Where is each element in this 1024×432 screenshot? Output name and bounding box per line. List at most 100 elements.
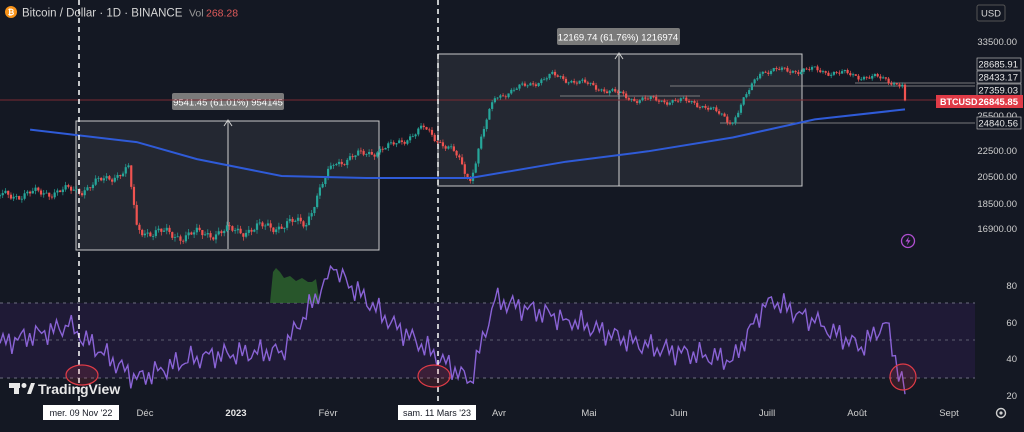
candle-body bbox=[890, 83, 893, 85]
candle-body bbox=[261, 222, 264, 227]
candle-body bbox=[203, 234, 207, 236]
candle-body bbox=[843, 70, 846, 72]
candle-body bbox=[600, 89, 603, 91]
candle-body bbox=[857, 75, 860, 80]
candle-body bbox=[157, 228, 160, 231]
settings-gear-icon[interactable] bbox=[995, 407, 1007, 419]
candle-body bbox=[824, 71, 827, 73]
candle-body bbox=[707, 107, 710, 110]
candle-body bbox=[108, 176, 111, 180]
candle-body bbox=[288, 218, 291, 222]
candle-body bbox=[493, 98, 496, 103]
candle-body bbox=[326, 168, 330, 178]
measure-box-2[interactable] bbox=[437, 53, 803, 187]
candle-body bbox=[523, 83, 527, 86]
candle-body bbox=[797, 72, 800, 75]
candle-body bbox=[15, 196, 18, 197]
candle-body bbox=[321, 184, 324, 188]
month-label-juin: Juin bbox=[670, 408, 687, 419]
measure-label-2: 12169.74 (61.76%) 1216974 bbox=[558, 33, 678, 44]
candle-body bbox=[173, 237, 177, 238]
candle-body bbox=[75, 188, 78, 190]
last-price-symbol: BTCUSD bbox=[940, 97, 978, 107]
candle-body bbox=[4, 190, 7, 194]
candle-body bbox=[384, 148, 387, 150]
candle-body bbox=[113, 177, 116, 182]
candle-body bbox=[622, 91, 625, 94]
candle-body bbox=[231, 226, 234, 231]
candle-body bbox=[758, 73, 762, 79]
candle-body bbox=[589, 82, 592, 84]
month-label-aout: Août bbox=[847, 408, 867, 419]
month-label-mai: Mai bbox=[581, 408, 596, 419]
candle-body bbox=[318, 187, 321, 196]
candle-body bbox=[767, 72, 770, 74]
candle-body bbox=[179, 236, 182, 241]
candle-body bbox=[786, 67, 789, 72]
alert-lightning-icon[interactable] bbox=[900, 233, 916, 249]
candle-body bbox=[370, 151, 373, 155]
candle-body bbox=[244, 232, 248, 237]
candle-body bbox=[428, 129, 431, 131]
candle-body bbox=[586, 82, 589, 84]
candle-body bbox=[441, 142, 445, 147]
symbol-title[interactable]: Bitcoin / Dollar · 1D · BINANCE bbox=[22, 8, 183, 20]
candle-body bbox=[296, 217, 300, 221]
candle-body bbox=[676, 100, 680, 102]
candle-body bbox=[693, 101, 696, 103]
candle-body bbox=[124, 167, 127, 174]
candle-body bbox=[335, 164, 338, 166]
currency-button-label: USD bbox=[981, 9, 1001, 20]
candle-body bbox=[223, 230, 226, 234]
price-label-28433: 28433.17 bbox=[978, 73, 1018, 84]
candle-body bbox=[430, 129, 434, 135]
month-label-sept: Sept bbox=[939, 408, 959, 419]
candle-body bbox=[641, 97, 644, 101]
rsi-tick-60: 60 bbox=[1006, 318, 1017, 329]
candle-body bbox=[821, 71, 825, 73]
candle-body bbox=[764, 71, 767, 73]
candle-body bbox=[761, 71, 764, 74]
candle-body bbox=[780, 67, 784, 70]
candle-body bbox=[674, 99, 677, 101]
candle-body bbox=[368, 151, 371, 155]
candle-body bbox=[316, 195, 319, 208]
logo-slash bbox=[27, 383, 35, 394]
candle-body bbox=[31, 190, 34, 194]
candle-body bbox=[488, 108, 491, 120]
candle-body bbox=[873, 74, 877, 77]
candle-body bbox=[20, 198, 23, 200]
candle-body bbox=[625, 93, 628, 99]
volume-label: Vol bbox=[189, 8, 204, 20]
candle-body bbox=[59, 190, 62, 193]
lightning-glyph bbox=[905, 236, 911, 246]
volume-value: 268.28 bbox=[206, 8, 238, 20]
candle-body bbox=[745, 94, 748, 98]
candle-body bbox=[682, 97, 685, 99]
candle-body bbox=[132, 186, 136, 205]
candle-body bbox=[168, 227, 171, 233]
candle-body bbox=[182, 240, 185, 242]
candle-body bbox=[491, 102, 494, 109]
price-tick-16900: 16900.00 bbox=[977, 224, 1017, 235]
candle-body bbox=[337, 161, 341, 165]
candle-body bbox=[734, 117, 737, 123]
moving-average-line bbox=[29, 108, 906, 179]
candle-body bbox=[9, 194, 13, 199]
price-label-28685: 28685.91 bbox=[978, 60, 1018, 71]
candle-body bbox=[378, 148, 382, 153]
candle-body bbox=[772, 68, 775, 72]
currency-button[interactable] bbox=[976, 4, 1006, 22]
candle-body bbox=[581, 79, 584, 81]
candle-body bbox=[895, 83, 898, 85]
candle-body bbox=[359, 150, 363, 152]
candle-body bbox=[362, 150, 365, 155]
candle-body bbox=[12, 196, 15, 199]
candle-body bbox=[105, 176, 108, 179]
candle-body bbox=[387, 143, 390, 149]
candle-body bbox=[266, 223, 270, 226]
candle-body bbox=[496, 97, 499, 99]
candle-body bbox=[854, 74, 857, 76]
candle-body bbox=[794, 71, 797, 73]
candle-body bbox=[753, 79, 756, 84]
